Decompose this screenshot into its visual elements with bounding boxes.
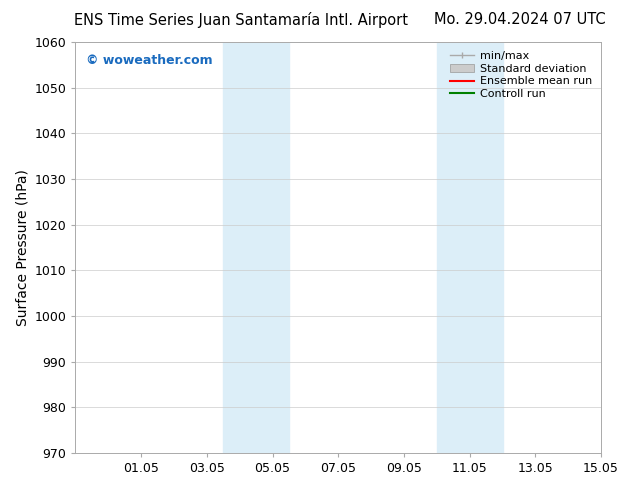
Text: © woweather.com: © woweather.com bbox=[86, 54, 212, 68]
Bar bbox=[223, 42, 289, 453]
Text: ENS Time Series Juan Santamaría Intl. Airport: ENS Time Series Juan Santamaría Intl. Ai… bbox=[74, 12, 408, 28]
Bar bbox=[437, 42, 503, 453]
Legend: min/max, Standard deviation, Ensemble mean run, Controll run: min/max, Standard deviation, Ensemble me… bbox=[446, 48, 595, 102]
Y-axis label: Surface Pressure (hPa): Surface Pressure (hPa) bbox=[15, 169, 29, 326]
Text: Mo. 29.04.2024 07 UTC: Mo. 29.04.2024 07 UTC bbox=[434, 12, 605, 27]
